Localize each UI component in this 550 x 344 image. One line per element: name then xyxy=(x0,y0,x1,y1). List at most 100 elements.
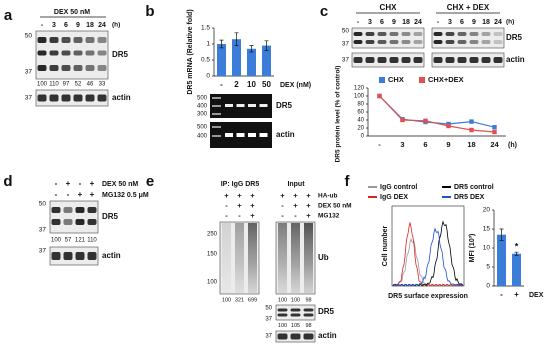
band xyxy=(457,32,467,36)
label: - xyxy=(294,211,297,220)
band xyxy=(75,219,85,225)
label: (h) xyxy=(112,22,120,29)
label: 24 xyxy=(494,19,502,26)
x-tick-label: - xyxy=(500,290,503,299)
row-label: MG132 xyxy=(318,213,340,220)
label: 3 xyxy=(368,19,372,26)
panel-label: a xyxy=(4,7,13,24)
blot-label: DR5 xyxy=(506,33,523,42)
mw-label: 400 xyxy=(197,104,208,110)
label: - xyxy=(225,201,228,210)
marker xyxy=(492,129,497,135)
ladder-band xyxy=(212,135,221,137)
label: + xyxy=(280,191,285,200)
y-axis-title: MFI (10³) xyxy=(469,234,476,263)
band xyxy=(49,50,59,56)
blot xyxy=(35,89,109,107)
band xyxy=(277,308,288,312)
label: DEX 50 nM xyxy=(54,9,90,16)
band xyxy=(277,313,288,317)
band xyxy=(290,313,301,317)
mw-label: 37 xyxy=(342,41,350,48)
label: 9 xyxy=(392,19,396,26)
quant-label: 57 xyxy=(65,238,72,244)
histogram-curve xyxy=(392,227,464,287)
band xyxy=(303,308,314,312)
band xyxy=(97,65,107,71)
ladder-band xyxy=(212,105,221,107)
marker xyxy=(377,93,382,99)
blot xyxy=(49,246,99,266)
label: 6 xyxy=(64,22,68,29)
x-axis-title: DR5 surface expression xyxy=(388,293,468,300)
blot-label: DR5 xyxy=(112,50,129,59)
quant-label: 699 xyxy=(248,297,257,303)
bar xyxy=(217,44,226,76)
quant-label: 100 xyxy=(278,297,287,303)
quant-label: 100 xyxy=(278,323,287,329)
label: 6 xyxy=(460,19,464,26)
quant-label: 97 xyxy=(63,82,70,88)
mw-label: 37 xyxy=(265,334,272,340)
gel-band xyxy=(248,133,256,137)
quant-label: 33 xyxy=(99,82,106,88)
band xyxy=(353,57,363,63)
label: 24 xyxy=(98,22,106,29)
band xyxy=(63,219,73,225)
mw-label: 37 xyxy=(25,95,33,102)
y-tick-label: 120 xyxy=(354,86,365,92)
band xyxy=(469,57,479,63)
quant-label: 100 xyxy=(222,297,231,303)
label: - xyxy=(41,22,44,29)
bar xyxy=(497,234,506,286)
bar xyxy=(232,39,241,76)
band xyxy=(97,37,107,43)
label: 9 xyxy=(472,19,476,26)
smear xyxy=(291,223,300,293)
histogram-curve xyxy=(392,220,464,287)
quant-label: 121 xyxy=(75,238,86,244)
mw-label: 300 xyxy=(197,112,208,118)
histogram-curve xyxy=(392,222,464,287)
label: - xyxy=(55,190,58,199)
band xyxy=(73,50,83,56)
band xyxy=(85,50,95,56)
band xyxy=(73,65,83,71)
y-tick-label: 80 xyxy=(357,102,364,108)
histogram-frame xyxy=(391,205,465,287)
label: + xyxy=(237,191,242,200)
band xyxy=(457,57,467,63)
blot-label: actin xyxy=(318,331,337,340)
label: + xyxy=(66,179,71,188)
y-tick-label: 0 xyxy=(361,134,365,140)
band xyxy=(73,94,83,102)
smear xyxy=(222,223,231,293)
mw-label: 250 xyxy=(207,232,218,238)
label: - xyxy=(67,190,70,199)
band xyxy=(445,40,455,44)
group-label: CHX xyxy=(380,3,398,12)
blot xyxy=(275,304,316,321)
band xyxy=(377,32,387,36)
band xyxy=(365,57,375,63)
band xyxy=(61,94,71,102)
band xyxy=(401,57,411,63)
marker xyxy=(400,117,405,123)
label: + xyxy=(293,201,298,210)
mw-label: 37 xyxy=(265,317,272,323)
y-tick-label: 0 xyxy=(206,73,210,80)
band xyxy=(401,40,411,44)
band xyxy=(290,333,301,340)
error-bar xyxy=(264,40,269,51)
annotation: * xyxy=(515,242,519,252)
legend-label: DR5 DEX xyxy=(454,194,485,201)
band xyxy=(85,65,95,71)
blot xyxy=(431,52,505,68)
blot-label: actin xyxy=(102,251,121,260)
band xyxy=(61,37,71,43)
label: 9 xyxy=(76,22,80,29)
row-label: DEX 50 nM xyxy=(102,181,138,188)
band xyxy=(49,65,59,71)
gel-band xyxy=(236,133,245,137)
band xyxy=(377,40,387,44)
